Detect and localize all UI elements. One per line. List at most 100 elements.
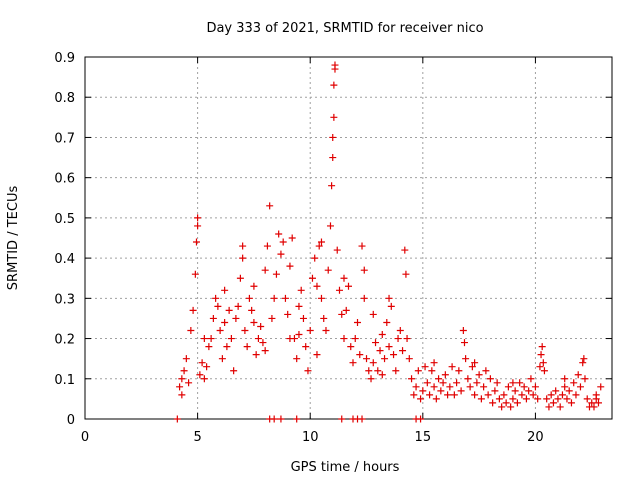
- data-point: [187, 327, 195, 335]
- data-point: [539, 359, 547, 367]
- zero-marker: [358, 415, 366, 423]
- data-point: [540, 367, 548, 375]
- data-point: [367, 375, 375, 383]
- data-point: [365, 367, 373, 375]
- data-point: [338, 310, 346, 318]
- data-point: [340, 274, 348, 282]
- data-point: [330, 113, 338, 121]
- x-tick-label: 0: [81, 430, 89, 445]
- x-tick-label: 10: [302, 430, 319, 445]
- data-point: [326, 222, 334, 230]
- data-point: [477, 395, 485, 403]
- zero-marker: [277, 415, 285, 423]
- data-point: [268, 314, 276, 322]
- data-point: [358, 242, 366, 250]
- data-point: [360, 294, 368, 302]
- data-point: [537, 351, 545, 359]
- data-point: [198, 359, 206, 367]
- data-point: [423, 379, 431, 387]
- data-point: [329, 133, 337, 141]
- data-point: [475, 371, 483, 379]
- data-point: [435, 375, 443, 383]
- data-point: [322, 327, 330, 335]
- data-point: [531, 383, 539, 391]
- data-point: [378, 331, 386, 339]
- data-point: [545, 403, 553, 411]
- data-point: [328, 182, 336, 190]
- data-point: [588, 399, 596, 407]
- data-point: [241, 327, 249, 335]
- data-point: [385, 343, 393, 351]
- data-point: [248, 306, 256, 314]
- data-point: [473, 379, 481, 387]
- data-point: [227, 335, 235, 343]
- data-point: [200, 335, 208, 343]
- data-point: [549, 399, 557, 407]
- data-point: [462, 355, 470, 363]
- data-point: [192, 238, 200, 246]
- data-point: [536, 363, 544, 371]
- data-point: [516, 379, 524, 387]
- data-point: [446, 383, 454, 391]
- data-point: [363, 355, 371, 363]
- data-point: [230, 367, 238, 375]
- data-point: [552, 387, 560, 395]
- y-tick-label: 0.3: [54, 292, 75, 307]
- data-point: [556, 403, 564, 411]
- data-point: [299, 314, 307, 322]
- data-point: [313, 351, 321, 359]
- data-point: [178, 391, 186, 399]
- data-point: [270, 294, 278, 302]
- data-point: [345, 282, 352, 290]
- data-point: [495, 395, 503, 403]
- data-point: [176, 383, 184, 391]
- data-point: [547, 391, 555, 399]
- data-point: [590, 403, 598, 411]
- data-points: [173, 61, 605, 423]
- zero-marker: [338, 415, 346, 423]
- data-point: [297, 286, 305, 294]
- data-point: [225, 306, 233, 314]
- data-point: [561, 375, 569, 383]
- data-point: [308, 274, 316, 282]
- y-tick-labels: 0 0.1 0.2 0.3 0.4 0.5 0.6 0.7 0.8 0.9: [54, 51, 75, 428]
- data-point: [441, 371, 449, 379]
- data-point: [275, 230, 283, 238]
- data-point: [570, 379, 578, 387]
- data-point: [317, 238, 325, 246]
- data-point: [558, 391, 566, 399]
- data-point: [223, 343, 231, 351]
- data-point: [331, 61, 339, 69]
- data-point: [396, 327, 404, 335]
- data-point: [369, 310, 377, 318]
- y-tick-label: 0.5: [54, 212, 75, 227]
- y-tick-label: 0.1: [54, 373, 75, 388]
- x-tick-labels: 0 5 10 15 20: [81, 430, 544, 445]
- data-point: [489, 399, 497, 407]
- data-point: [261, 347, 269, 355]
- data-point: [527, 375, 535, 383]
- y-tick-label: 0: [67, 413, 75, 428]
- data-point: [180, 367, 188, 375]
- data-point: [234, 302, 242, 310]
- y-tick-label: 0.7: [54, 131, 75, 146]
- data-point: [218, 355, 226, 363]
- data-point: [410, 391, 418, 399]
- data-point: [351, 335, 359, 343]
- data-point: [405, 355, 413, 363]
- data-point: [266, 202, 274, 210]
- data-point: [597, 383, 605, 391]
- data-point: [263, 242, 271, 250]
- data-point: [444, 391, 452, 399]
- data-point: [594, 399, 602, 407]
- data-point: [232, 314, 240, 322]
- data-point: [259, 339, 267, 347]
- data-point: [464, 375, 472, 383]
- data-point: [200, 375, 208, 383]
- data-point: [520, 383, 528, 391]
- data-point: [221, 286, 229, 294]
- data-point: [392, 367, 400, 375]
- grid-lines: [85, 57, 612, 419]
- data-point: [509, 395, 517, 403]
